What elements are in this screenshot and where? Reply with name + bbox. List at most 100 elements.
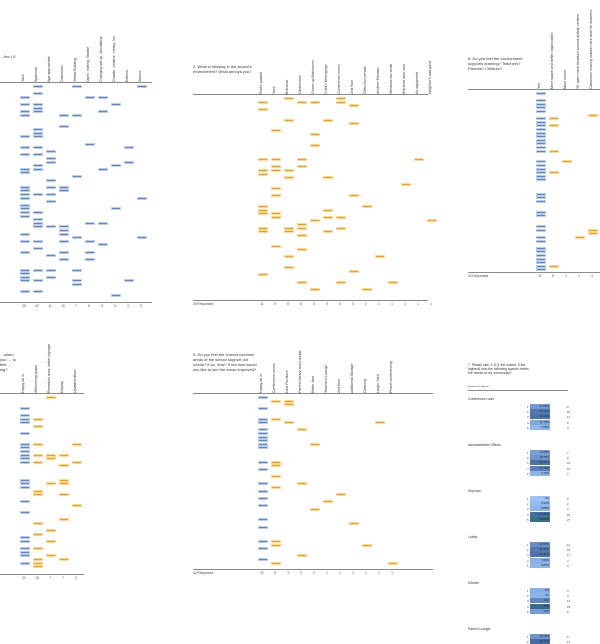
q5-response-mark <box>336 493 346 497</box>
q6-response-mark <box>536 135 546 139</box>
q1-response-mark <box>20 103 30 106</box>
q6-column-count: 37 <box>538 274 542 278</box>
q4-response-mark <box>33 547 43 551</box>
q1-column-label: Classroom <box>60 64 64 82</box>
q5-column-count: 3 <box>300 571 302 575</box>
q1-response-mark <box>20 203 30 207</box>
q4-response-mark <box>20 432 30 435</box>
q1-column-count: 3 <box>140 304 142 308</box>
q6-response-mark <box>536 214 546 218</box>
q4-response-mark <box>20 442 30 446</box>
q1-response-mark <box>85 257 95 261</box>
q6-response-mark <box>536 178 546 182</box>
q5-column-label: Cleaning <box>363 378 367 393</box>
q2-column-label: Entrance door lock <box>402 64 406 94</box>
q1-response-mark <box>98 243 108 247</box>
q4-column-count: 7 <box>49 576 51 580</box>
q2-response-mark <box>297 100 307 104</box>
q1-column-count: 7 <box>75 304 77 308</box>
q6-response-mark <box>536 124 546 128</box>
q6-column-label: More space and better organization <box>550 32 554 89</box>
q6-response-mark <box>536 236 546 239</box>
q4-response-mark <box>59 464 69 468</box>
q1-response-mark <box>20 135 30 139</box>
q7-percent-cell: 6% <box>530 593 550 599</box>
q2-response-mark <box>258 273 268 277</box>
q6-response-mark <box>536 171 546 175</box>
q1-question-title: …the LS <box>0 54 16 59</box>
q5-column-count: 9 <box>274 571 276 575</box>
q1-response-mark <box>124 146 134 150</box>
q1-response-mark <box>137 236 147 240</box>
q1-column-label: Chaotic, creative, messy, fun <box>112 36 116 82</box>
q4-column-label: Reception area, better signage <box>47 343 51 393</box>
q4-response-mark <box>20 417 30 421</box>
q4-column-count: 3 <box>75 576 77 580</box>
q7-divider <box>468 390 568 392</box>
q5-response-mark <box>258 396 268 399</box>
q5-column-label: Teacher's Lounge <box>324 364 328 393</box>
q1-response-mark <box>72 175 82 178</box>
q6-axis-line <box>468 89 600 90</box>
q7-rating-index: 5 <box>527 563 529 568</box>
q1-response-mark <box>20 268 30 272</box>
q7-count: 17 <box>567 640 571 644</box>
q5-response-mark <box>258 525 268 529</box>
q6-response-mark <box>536 164 546 167</box>
q1-response-mark <box>20 153 30 157</box>
q6-response-mark <box>536 225 546 229</box>
q2-response-mark <box>284 176 294 180</box>
q1-column-label: Exterior <box>125 69 129 82</box>
q1-response-mark <box>33 239 43 243</box>
q7-percent-cell: 8% <box>530 588 550 593</box>
q5-response-mark <box>284 403 294 407</box>
q2-column-count: 11 <box>260 302 264 306</box>
q4-response-mark <box>33 493 43 497</box>
q7-rating-index: 2 <box>527 640 529 644</box>
q5-response-mark <box>375 421 385 425</box>
q7-percent-cell: 6.25% <box>530 470 550 476</box>
q2-column-count: 4 <box>352 302 354 306</box>
q1-response-mark <box>33 290 43 294</box>
q5-response-mark <box>258 482 268 486</box>
q4-response-mark <box>20 453 30 457</box>
q1-response-mark <box>33 164 43 168</box>
q5-response-mark <box>271 464 281 468</box>
q2-response-mark <box>310 219 320 223</box>
q7-count: 3 <box>567 425 569 430</box>
q2-response-mark <box>258 158 268 162</box>
q7-count: 9 <box>567 456 569 461</box>
q7-question-title: 7. Please rate: 1-5 (1 the lowest, 5 the… <box>468 363 529 375</box>
q6-response-mark <box>536 196 546 200</box>
q5-response-mark <box>258 446 268 450</box>
q4-response-mark <box>20 460 30 464</box>
q7-group-name: Kitchen <box>468 581 480 585</box>
q4-response-mark <box>20 446 30 450</box>
q1-response-mark <box>46 193 56 196</box>
q1-response-mark <box>33 153 43 157</box>
q2-column-count: 5 <box>339 302 341 306</box>
q5-response-mark <box>258 406 268 410</box>
q1-column-count: 10 <box>61 304 65 308</box>
q6-response-mark <box>588 113 598 117</box>
q2-response-mark <box>310 133 320 136</box>
q5-column-count: 1 <box>339 571 341 575</box>
q4-response-mark <box>33 424 43 428</box>
q4-column-label: Display <box>60 381 64 393</box>
q5-column-count: 1 <box>365 571 367 575</box>
q7-rating-index: 2 <box>527 594 529 599</box>
q6-response-mark <box>536 228 546 232</box>
q6-column-count: 5 <box>552 274 554 278</box>
q4-response-mark <box>33 489 43 493</box>
q6-response-mark <box>536 167 546 171</box>
q4-response-mark <box>20 414 30 417</box>
q5-response-mark <box>297 554 307 558</box>
q6-response-mark <box>536 268 546 272</box>
q5-response-mark <box>258 442 268 446</box>
q2-response-mark <box>258 169 268 172</box>
q4-response-mark <box>20 406 30 410</box>
q7-rating-index: 5 <box>527 471 529 476</box>
q2-column-count: 1 <box>404 302 406 306</box>
q1-response-mark <box>33 193 43 196</box>
q1-response-mark <box>20 193 30 196</box>
